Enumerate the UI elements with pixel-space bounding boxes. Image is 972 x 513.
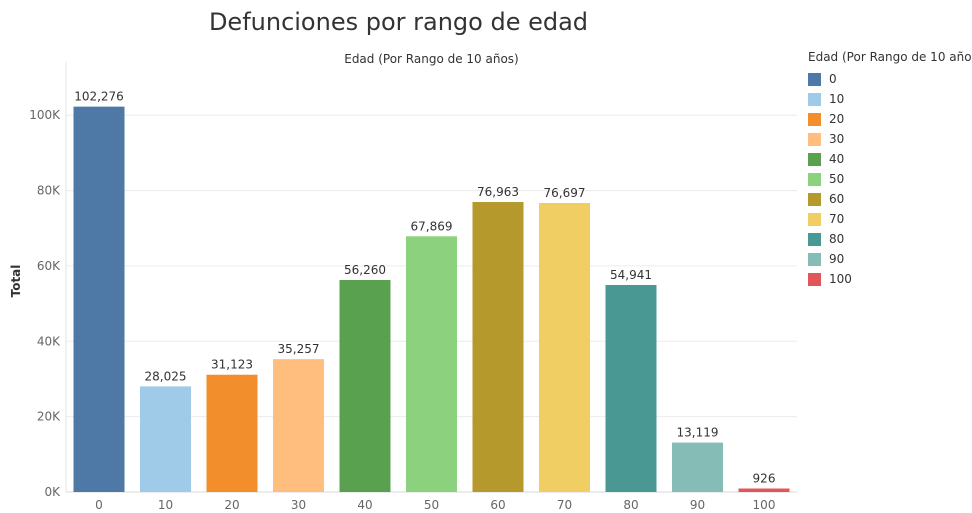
x-tick-label: 60 bbox=[490, 498, 505, 512]
y-axis-title: Total bbox=[9, 265, 23, 298]
x-tick-label: 50 bbox=[424, 498, 439, 512]
bar-20 bbox=[207, 375, 258, 492]
data-label: 56,260 bbox=[344, 263, 386, 277]
legend-item[interactable]: 60 bbox=[808, 189, 972, 209]
bar-60 bbox=[473, 202, 524, 492]
x-tick-label: 40 bbox=[357, 498, 372, 512]
legend-swatch bbox=[808, 153, 821, 166]
bar-70 bbox=[539, 203, 590, 492]
data-label: 76,697 bbox=[544, 186, 586, 200]
legend-label: 50 bbox=[829, 172, 844, 186]
y-tick-label: 60K bbox=[37, 259, 61, 273]
x-tick-label: 20 bbox=[224, 498, 239, 512]
legend-item[interactable]: 20 bbox=[808, 109, 972, 129]
data-label: 28,025 bbox=[145, 369, 187, 383]
legend-label: 60 bbox=[829, 192, 844, 206]
legend-label: 80 bbox=[829, 232, 844, 246]
legend: Edad (Por Rango de 10 años) 0 10 20 30 40 50 6… bbox=[808, 50, 972, 289]
legend-label: 40 bbox=[829, 152, 844, 166]
y-tick-label: 0K bbox=[44, 485, 61, 499]
legend-label: 20 bbox=[829, 112, 844, 126]
x-tick-label: 90 bbox=[690, 498, 705, 512]
y-tick-label: 80K bbox=[37, 184, 61, 198]
x-tick-label: 80 bbox=[623, 498, 638, 512]
bar-0 bbox=[74, 107, 125, 492]
y-tick-label: 100K bbox=[29, 108, 61, 122]
y-tick-label: 40K bbox=[37, 334, 61, 348]
legend-swatch bbox=[808, 173, 821, 186]
data-label: 76,963 bbox=[477, 185, 519, 199]
data-label: 31,123 bbox=[211, 358, 253, 372]
data-label: 67,869 bbox=[411, 219, 453, 233]
data-label: 926 bbox=[753, 472, 776, 486]
legend-swatch bbox=[808, 233, 821, 246]
legend-swatch bbox=[808, 213, 821, 226]
data-label: 35,257 bbox=[278, 342, 320, 356]
legend-title: Edad (Por Rango de 10 años) bbox=[808, 50, 972, 64]
legend-swatch bbox=[808, 73, 821, 86]
legend-item[interactable]: 50 bbox=[808, 169, 972, 189]
data-label: 54,941 bbox=[610, 268, 652, 282]
legend-swatch bbox=[808, 133, 821, 146]
legend-label: 70 bbox=[829, 212, 844, 226]
legend-items: 0 10 20 30 40 50 60 70 80 90 100 bbox=[808, 69, 972, 289]
x-tick-label: 30 bbox=[291, 498, 306, 512]
bar-chart: 0K 20K 40K 60K 80K 100K Total 102,276 0 28,025 10 3… bbox=[0, 0, 800, 513]
legend-item[interactable]: 40 bbox=[808, 149, 972, 169]
legend-item[interactable]: 10 bbox=[808, 89, 972, 109]
legend-swatch bbox=[808, 253, 821, 266]
legend-label: 90 bbox=[829, 252, 844, 266]
legend-swatch bbox=[808, 93, 821, 106]
bar-100 bbox=[739, 489, 790, 492]
bar-80 bbox=[606, 285, 657, 492]
y-tick-label: 20K bbox=[37, 410, 61, 424]
x-tick-label: 10 bbox=[158, 498, 173, 512]
bar-50 bbox=[406, 236, 457, 492]
legend-label: 10 bbox=[829, 92, 844, 106]
data-label: 13,119 bbox=[677, 426, 719, 440]
bar-40 bbox=[340, 280, 391, 492]
bar-10 bbox=[140, 386, 191, 492]
legend-swatch bbox=[808, 273, 821, 286]
bar-30 bbox=[273, 359, 324, 492]
legend-label: 100 bbox=[829, 272, 852, 286]
legend-label: 0 bbox=[829, 72, 837, 86]
legend-item[interactable]: 70 bbox=[808, 209, 972, 229]
legend-label: 30 bbox=[829, 132, 844, 146]
legend-item[interactable]: 80 bbox=[808, 229, 972, 249]
legend-swatch bbox=[808, 193, 821, 206]
legend-item[interactable]: 90 bbox=[808, 249, 972, 269]
legend-item[interactable]: 0 bbox=[808, 69, 972, 89]
x-tick-label: 0 bbox=[95, 498, 103, 512]
bar-90 bbox=[672, 443, 723, 492]
legend-item[interactable]: 30 bbox=[808, 129, 972, 149]
legend-swatch bbox=[808, 113, 821, 126]
data-label: 102,276 bbox=[74, 90, 124, 104]
x-tick-label: 100 bbox=[753, 498, 776, 512]
x-tick-label: 70 bbox=[557, 498, 572, 512]
legend-item[interactable]: 100 bbox=[808, 269, 972, 289]
